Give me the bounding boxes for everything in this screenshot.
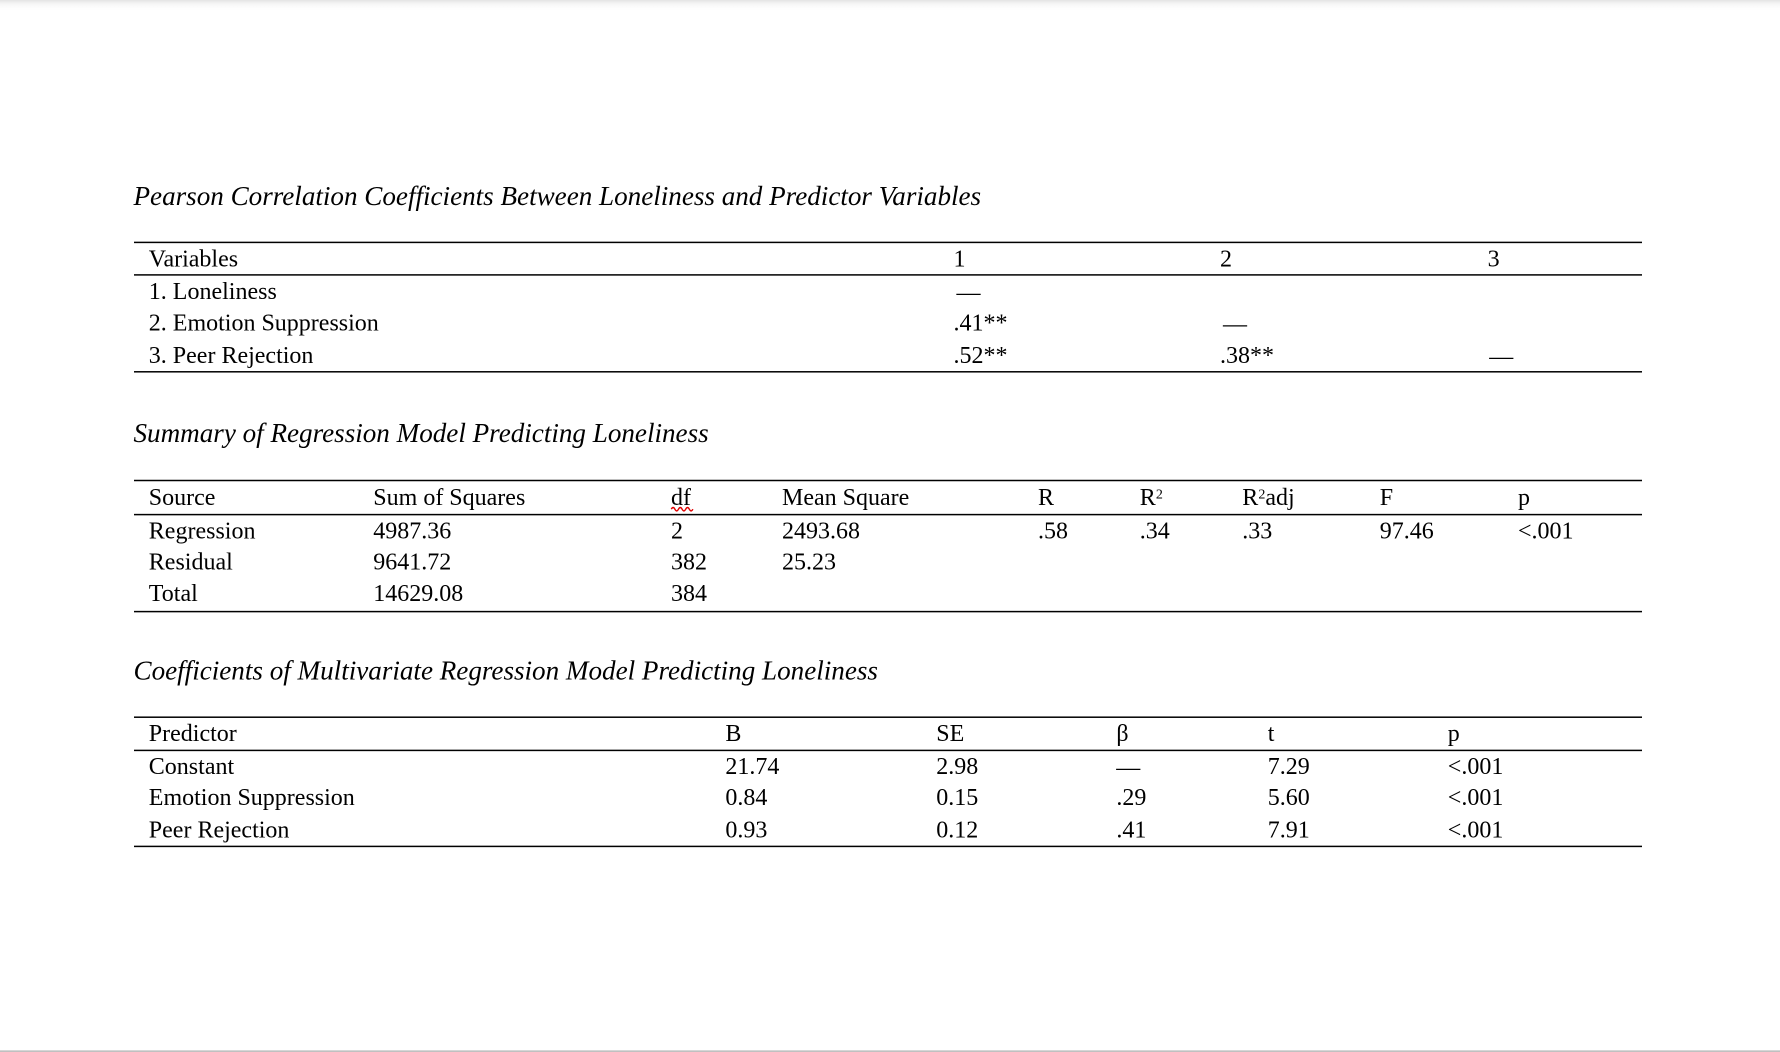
svg-text:F: F (1380, 485, 1393, 511)
svg-text:<.001: <.001 (1448, 785, 1504, 811)
svg-text:0.15: 0.15 (936, 785, 978, 811)
svg-text:Residual: Residual (149, 549, 233, 575)
svg-text:0.12: 0.12 (936, 818, 978, 844)
svg-text:Summary of Regression Model Pr: Summary of Regression Model Predicting L… (134, 418, 709, 448)
svg-text:Constant: Constant (149, 754, 235, 780)
svg-text:—: — (956, 280, 982, 306)
svg-text:t: t (1268, 721, 1275, 747)
svg-text:Total: Total (149, 581, 198, 607)
svg-text:Emotion Suppression: Emotion Suppression (149, 785, 355, 811)
svg-text:384: 384 (671, 581, 707, 607)
svg-text:Sum of Squares: Sum of Squares (373, 485, 525, 511)
svg-text:2493.68: 2493.68 (782, 519, 860, 545)
svg-text:4987.36: 4987.36 (373, 519, 451, 545)
svg-text:R: R (1038, 485, 1054, 511)
svg-text:p: p (1518, 485, 1530, 511)
svg-text:Pearson Correlation Coefficien: Pearson Correlation Coefficients Between… (133, 181, 982, 211)
svg-text:14629.08: 14629.08 (373, 581, 463, 607)
svg-text:β: β (1116, 721, 1128, 747)
svg-text:—: — (1488, 344, 1514, 370)
svg-text:p: p (1448, 721, 1460, 747)
svg-text:.33: .33 (1242, 519, 1272, 545)
svg-text:—: — (1115, 755, 1141, 781)
svg-text:.58: .58 (1038, 519, 1068, 545)
svg-text:<.001: <.001 (1448, 754, 1504, 780)
svg-text:.52**: .52** (954, 343, 1008, 369)
svg-text:Regression: Regression (149, 519, 256, 545)
svg-text:Mean Square: Mean Square (782, 485, 909, 511)
svg-text:Predictor: Predictor (149, 721, 237, 747)
svg-text:2. Emotion Suppression: 2. Emotion Suppression (149, 311, 379, 337)
svg-text:21.74: 21.74 (725, 754, 779, 780)
svg-text:Variables: Variables (149, 247, 238, 273)
svg-text:.38**: .38** (1220, 343, 1274, 369)
svg-text:0.93: 0.93 (725, 818, 767, 844)
svg-text:—: — (1222, 312, 1248, 338)
svg-text:0.84: 0.84 (725, 785, 767, 811)
svg-text:2: 2 (1220, 247, 1232, 273)
svg-text:3. Peer Rejection: 3. Peer Rejection (149, 343, 314, 369)
svg-text:7.29: 7.29 (1268, 754, 1310, 780)
svg-text:Peer Rejection: Peer Rejection (149, 818, 290, 844)
svg-text:.41: .41 (1116, 818, 1146, 844)
svg-text:R2adj: R2adj (1242, 485, 1294, 511)
svg-text:Source: Source (149, 485, 216, 511)
svg-text:25.23: 25.23 (782, 549, 836, 575)
svg-text:97.46: 97.46 (1380, 519, 1434, 545)
svg-text:5.60: 5.60 (1268, 785, 1310, 811)
svg-text:Coefficients of Multivariate R: Coefficients of Multivariate Regression … (134, 656, 878, 686)
svg-text:2.98: 2.98 (936, 754, 978, 780)
svg-text:3: 3 (1488, 247, 1500, 273)
svg-text:df: df (671, 485, 691, 511)
svg-text:2: 2 (671, 519, 683, 545)
svg-text:382: 382 (671, 549, 707, 575)
svg-text:<.001: <.001 (1518, 519, 1574, 545)
svg-text:.34: .34 (1140, 519, 1170, 545)
svg-text:.41**: .41** (954, 311, 1008, 337)
svg-text:<.001: <.001 (1448, 818, 1504, 844)
svg-text:1. Loneliness: 1. Loneliness (149, 279, 277, 305)
svg-text:7.91: 7.91 (1268, 818, 1310, 844)
svg-text:.29: .29 (1116, 785, 1146, 811)
svg-text:B: B (725, 721, 741, 747)
svg-text:SE: SE (936, 721, 964, 747)
svg-text:1: 1 (954, 247, 966, 273)
svg-text:9641.72: 9641.72 (373, 549, 451, 575)
